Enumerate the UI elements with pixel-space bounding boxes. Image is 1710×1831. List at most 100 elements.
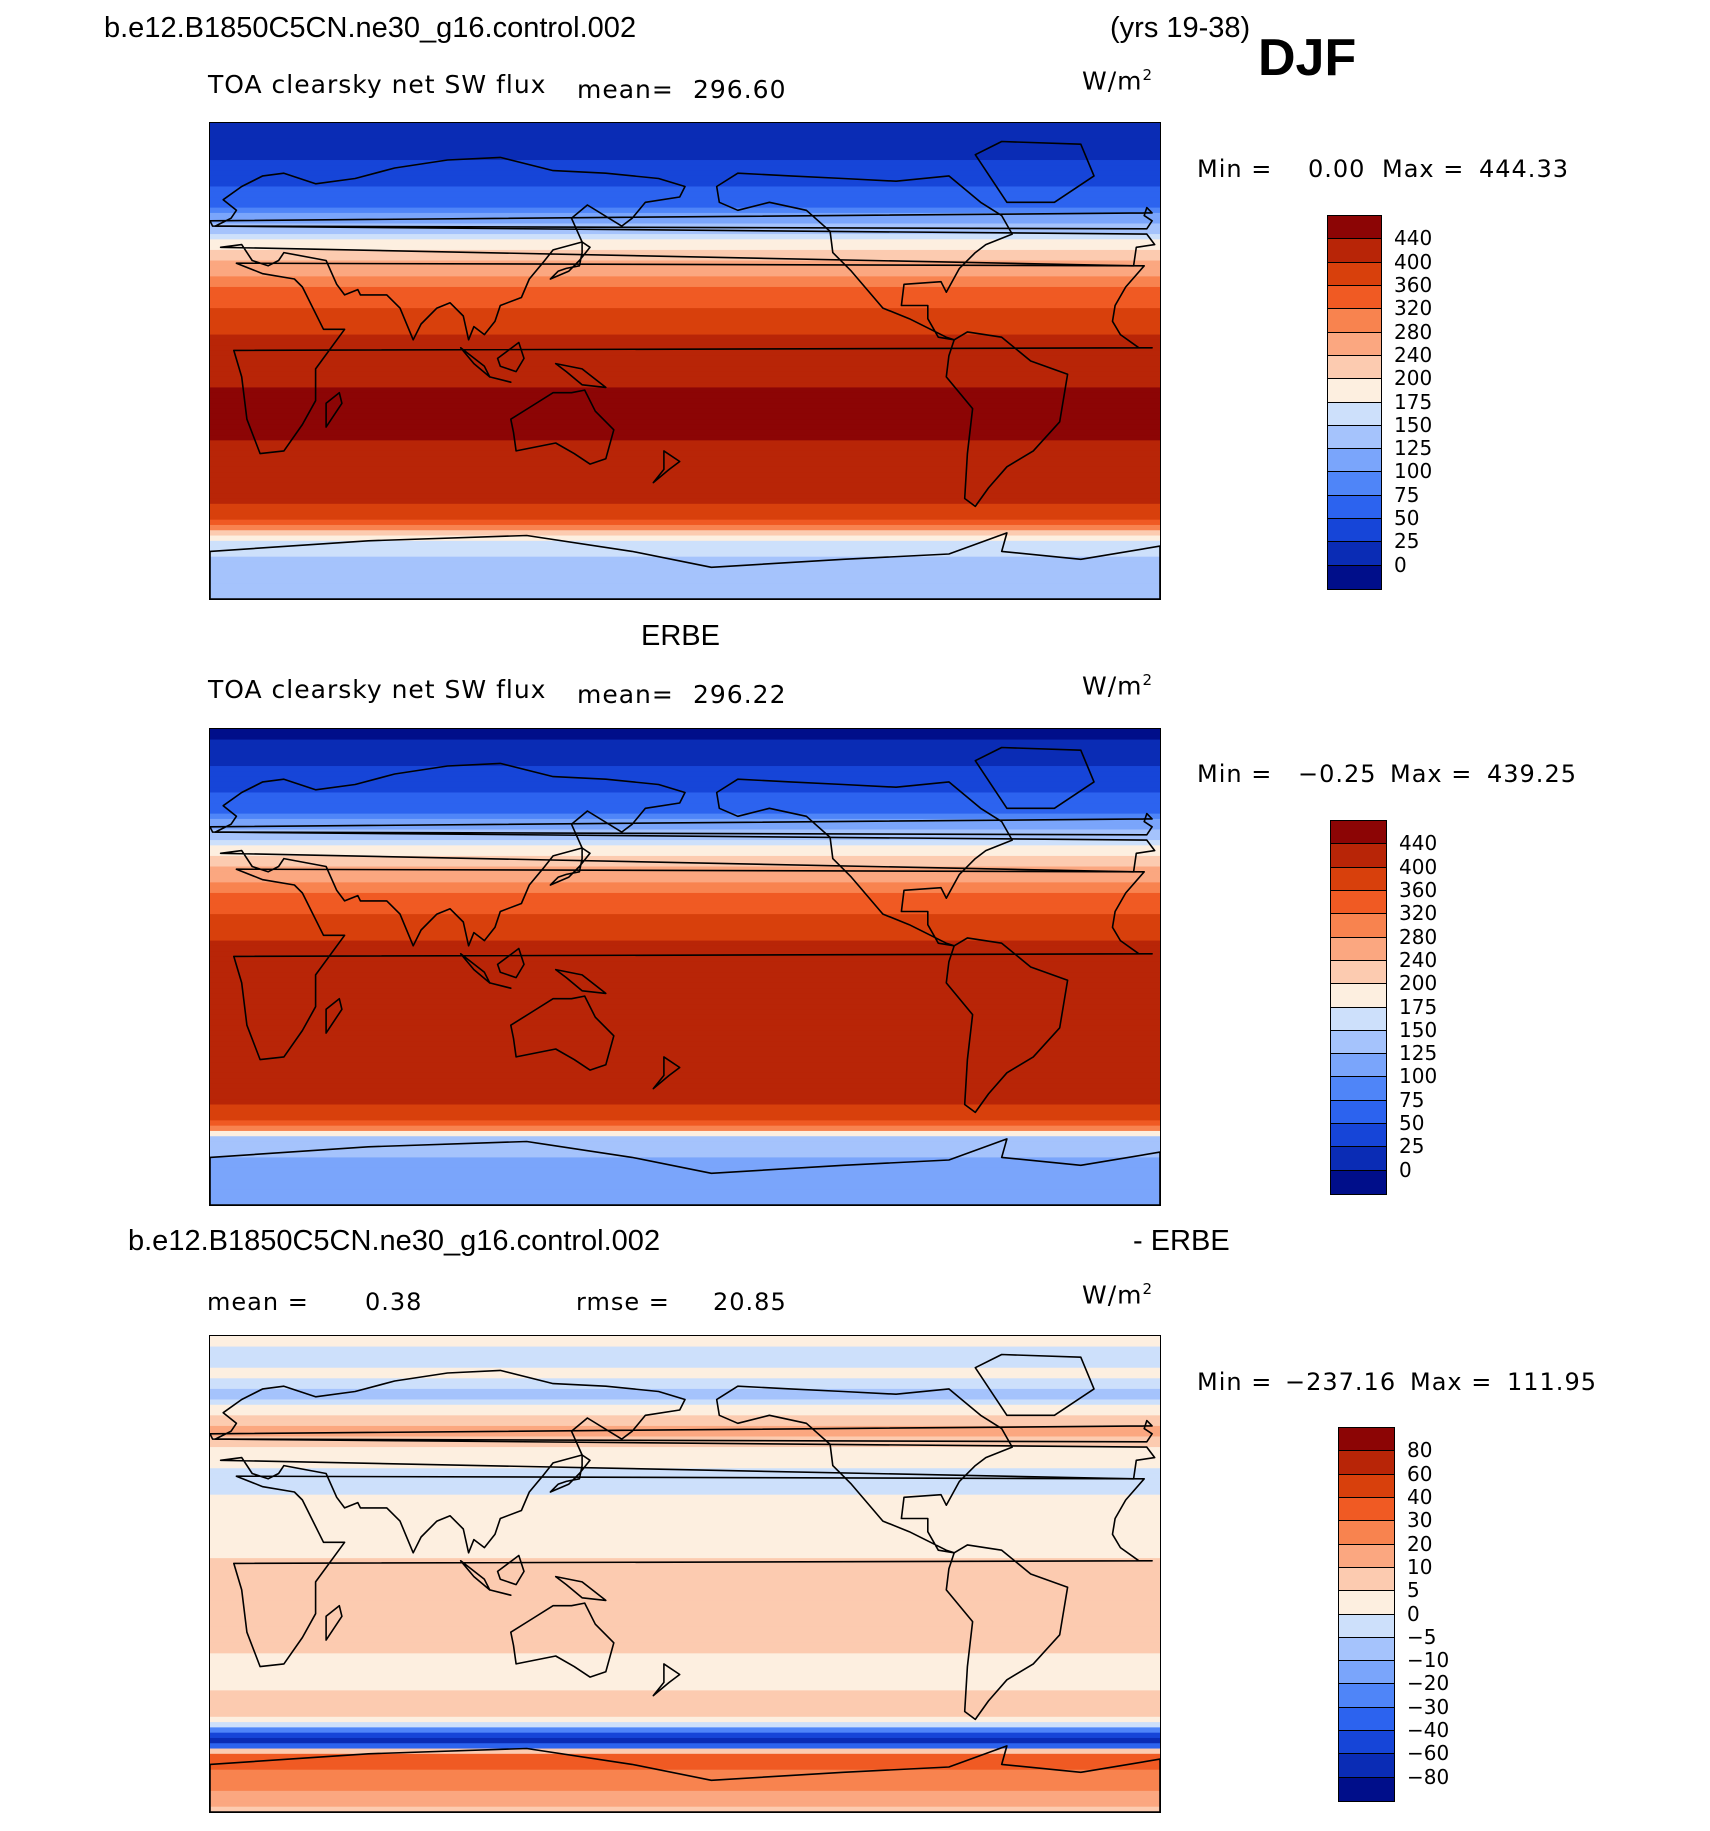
zonal-band: [210, 1764, 1160, 1771]
colorbar-swatch: [1328, 355, 1381, 380]
colorbar-swatch: [1331, 821, 1386, 845]
zonal-band: [210, 207, 1160, 214]
zonal-band: [210, 1447, 1160, 1454]
colorbar-swatch: [1331, 844, 1386, 868]
colorbar-swatch: [1339, 1567, 1394, 1592]
coastline: [945, 331, 1069, 508]
zonal-band: [210, 1183, 1160, 1191]
coastline: [549, 847, 591, 886]
colorbar-tick-label: 40: [1407, 1484, 1433, 1509]
panel2-colorbar: [1330, 820, 1387, 1195]
colorbar-tick-label: 75: [1399, 1087, 1425, 1112]
zonal-band: [210, 572, 1160, 579]
zonal-band: [210, 329, 1160, 336]
panel1-min-value: 0.00: [1308, 155, 1366, 183]
panel3-max-label: Max =: [1410, 1368, 1493, 1396]
zonal-band: [210, 1346, 1160, 1353]
colorbar-swatch: [1339, 1497, 1394, 1522]
coastline: [509, 1602, 615, 1678]
zonal-band: [210, 750, 1160, 757]
colorbar-tick-label: 20: [1407, 1531, 1433, 1556]
zonal-band: [210, 392, 1160, 400]
zonal-band: [210, 435, 1160, 442]
colorbar-swatch: [1328, 519, 1381, 543]
colorbar-tick-label: 50: [1399, 1111, 1425, 1136]
colorbar-swatch: [1339, 1451, 1394, 1475]
zonal-band: [210, 1410, 1160, 1417]
zonal-band: [210, 882, 1160, 889]
zonal-band: [210, 519, 1160, 526]
panel3-units: W/m2: [1082, 1280, 1153, 1309]
zonal-band: [210, 1663, 1160, 1671]
zonal-band: [210, 1167, 1160, 1175]
zonal-band: [210, 1115, 1160, 1122]
panel3-map: [209, 1335, 1161, 1813]
coastline: [210, 1138, 1160, 1205]
zonal-band: [210, 144, 1160, 151]
zonal-band: [210, 982, 1160, 990]
colorbar-tick-label: 0: [1407, 1601, 1420, 1626]
zonal-band: [210, 286, 1160, 294]
coastline: [974, 140, 1095, 204]
colorbar-tick-label: 175: [1394, 389, 1433, 414]
colorbar-swatch: [1331, 1147, 1386, 1171]
zonal-band: [210, 1505, 1160, 1512]
zonal-band: [210, 1790, 1160, 1798]
zonal-band: [210, 877, 1160, 884]
colorbar-tick-label: 280: [1394, 319, 1433, 344]
panel1-min-label: Min =: [1197, 155, 1273, 183]
coastline: [488, 376, 512, 384]
panel1-max-value: 444.33: [1479, 155, 1569, 183]
zonal-band: [210, 1062, 1160, 1069]
zonal-band: [210, 1162, 1160, 1169]
colorbar-swatch: [1328, 472, 1381, 496]
zonal-band: [210, 1574, 1160, 1581]
colorbar-swatch: [1328, 565, 1381, 589]
zonal-band: [210, 866, 1160, 873]
zonal-band: [210, 1468, 1160, 1475]
zonal-band: [210, 472, 1160, 479]
colorbar-swatch: [1328, 402, 1381, 426]
zonal-band: [210, 1130, 1160, 1138]
colorbar-swatch: [1331, 1170, 1386, 1194]
zonal-band: [210, 1141, 1160, 1148]
case-name-title: b.e12.B1850C5CN.ne30_g16.control.002: [104, 12, 637, 44]
colorbar-swatch: [1331, 867, 1386, 891]
zonal-band: [210, 1494, 1160, 1501]
colorbar-tick-label: 100: [1394, 459, 1433, 484]
zonal-band: [210, 892, 1160, 900]
coastline: [974, 1353, 1095, 1417]
zonal-band: [210, 260, 1160, 267]
zonal-band: [210, 887, 1160, 894]
colorbar-tick-label: 125: [1399, 1041, 1438, 1066]
colorbar-swatch: [1339, 1544, 1394, 1568]
zonal-band: [210, 450, 1160, 458]
colorbar-swatch: [1339, 1521, 1394, 1545]
zonal-band: [210, 408, 1160, 415]
zonal-band: [210, 797, 1160, 805]
colorbar-swatch: [1339, 1731, 1394, 1755]
colorbar-swatch: [1328, 379, 1381, 403]
zonal-band: [210, 967, 1160, 974]
zonal-band: [210, 1753, 1160, 1761]
coastline: [210, 1745, 1160, 1812]
zonal-band: [210, 1109, 1160, 1117]
zonal-band: [210, 1648, 1160, 1655]
coastline: [945, 1544, 1069, 1721]
zonal-band: [210, 1351, 1160, 1359]
panel1-mean-label: mean=: [577, 75, 674, 104]
zonal-band: [210, 871, 1160, 879]
zonal-band: [210, 339, 1160, 347]
panel1-max-label: Max =: [1382, 155, 1465, 183]
colorbar-tick-label: 75: [1394, 482, 1420, 507]
colorbar-swatch: [1328, 542, 1381, 566]
zonal-band: [210, 739, 1160, 746]
zonal-band: [210, 138, 1160, 146]
zonal-band: [210, 1030, 1160, 1037]
colorbar-swatch: [1339, 1684, 1394, 1708]
panel3-title-right: - ERBE: [1133, 1225, 1230, 1257]
zonal-band: [210, 1727, 1160, 1734]
coastline: [549, 1454, 591, 1493]
zonal-band: [210, 334, 1160, 341]
zonal-band: [210, 924, 1160, 931]
